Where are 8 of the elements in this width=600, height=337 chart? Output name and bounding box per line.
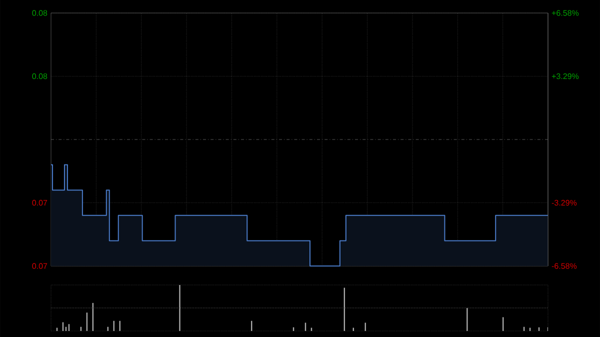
y-tick-label: 0.08 (32, 73, 48, 80)
y2-tick-label: +6.58% (552, 10, 579, 16)
y-tick-label: 0.07 (32, 200, 48, 206)
y-tick-label: 0.07 (32, 263, 48, 269)
y-tick-label: 0.08 (32, 10, 48, 16)
y2-tick-label: -3.29% (552, 200, 577, 206)
y2-tick-label: -6.58% (552, 263, 577, 269)
y2-tick-label: +3.29% (552, 73, 579, 80)
